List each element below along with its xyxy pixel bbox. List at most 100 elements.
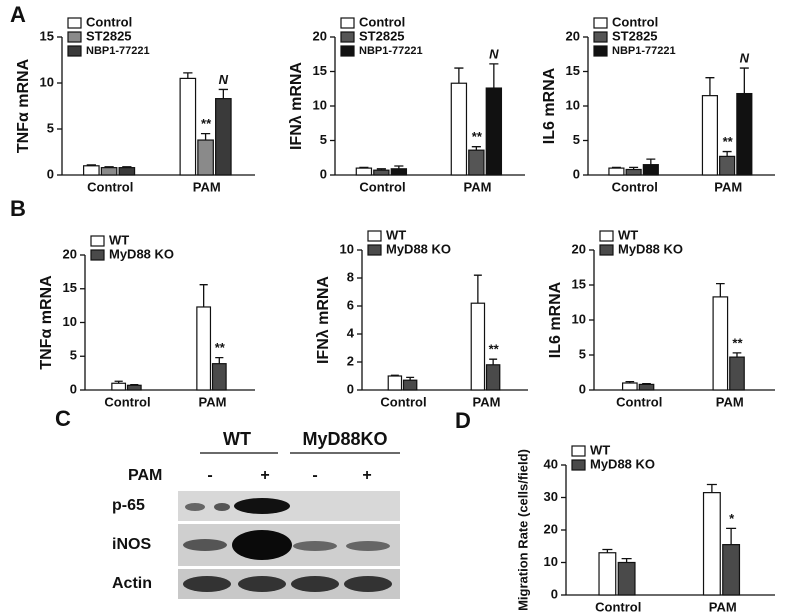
y-axis-label: TNFα mRNA <box>15 58 32 153</box>
bar <box>196 306 212 391</box>
error-bar <box>200 132 211 141</box>
legend-swatch <box>593 31 608 43</box>
band <box>214 503 230 511</box>
legend-label: ST2825 <box>612 28 658 43</box>
legend-label: Control <box>612 14 658 29</box>
significance: ** <box>201 116 212 131</box>
bar <box>485 87 503 176</box>
y-axis-label: IL6 mRNA <box>547 281 564 358</box>
bar <box>638 383 655 391</box>
bar <box>719 155 736 176</box>
band <box>293 541 337 551</box>
legend-label: WT <box>590 442 610 457</box>
x-tick-label: Control <box>380 394 426 409</box>
significance: ** <box>722 134 733 149</box>
y-tick-label: 20 <box>566 28 580 43</box>
error-bar <box>183 72 193 79</box>
band <box>346 541 390 551</box>
panel-label: B <box>10 196 26 221</box>
panel-label: D <box>455 408 471 433</box>
error-bar <box>621 557 632 563</box>
sign: + <box>362 467 371 484</box>
bar <box>702 492 721 596</box>
y-tick-label: 10 <box>313 97 327 112</box>
significance: ** <box>471 129 482 144</box>
panel-label: A <box>10 2 26 27</box>
x-tick-label: PAM <box>716 394 744 409</box>
error-bar <box>646 158 656 165</box>
legend-label: MyD88 KO <box>109 246 174 261</box>
error-bar <box>732 352 742 358</box>
y-tick-label: 20 <box>572 241 586 256</box>
error-bar <box>715 282 725 297</box>
bar <box>179 77 197 176</box>
y-axis-label: IFNλ mRNA <box>315 276 332 364</box>
bar <box>355 167 373 176</box>
x-tick-label: PAM <box>199 394 227 409</box>
x-tick-label: PAM <box>193 179 221 194</box>
bar <box>387 375 403 391</box>
bar <box>390 168 408 176</box>
y-tick-label: 8 <box>347 269 354 284</box>
y-tick-label: 0 <box>47 166 54 181</box>
legend-label: NBP1-77221 <box>359 45 423 57</box>
y-tick-label: 10 <box>340 241 354 256</box>
x-tick-label: Control <box>612 179 658 194</box>
treatment-label: PAM <box>128 467 162 484</box>
legend-swatch <box>340 45 355 57</box>
y-tick-label: 0 <box>70 381 77 396</box>
legend-swatch <box>367 244 382 256</box>
x-tick-label: Control <box>616 394 662 409</box>
bar <box>701 95 719 176</box>
legend-label: WT <box>386 227 406 242</box>
y-tick-label: 10 <box>40 74 54 89</box>
error-bar <box>454 67 464 84</box>
legend-swatch <box>367 230 382 242</box>
x-tick-label: Control <box>87 179 133 194</box>
bar <box>118 167 136 176</box>
significance: ** <box>214 340 225 355</box>
bar <box>373 169 390 176</box>
y-tick-label: 40 <box>544 456 558 471</box>
band <box>185 503 205 511</box>
sign: - <box>207 467 212 484</box>
error-bar <box>705 77 715 96</box>
bar <box>625 168 642 176</box>
legend-label: Control <box>86 14 132 29</box>
legend-label: WT <box>109 232 129 247</box>
bar <box>736 92 753 176</box>
error-bar <box>706 483 717 493</box>
legend-label: MyD88 KO <box>618 241 683 256</box>
y-tick-label: 15 <box>572 276 586 291</box>
legend-swatch <box>340 17 355 29</box>
y-tick-label: 0 <box>320 166 327 181</box>
y-tick-label: 2 <box>347 353 354 368</box>
legend-label: MyD88 KO <box>590 456 655 471</box>
legend-swatch <box>90 249 105 261</box>
bar <box>197 139 214 176</box>
y-tick-label: 10 <box>544 554 558 569</box>
y-axis-label: IFNλ mRNA <box>288 62 305 150</box>
bar <box>608 167 625 176</box>
significance: N <box>489 46 499 61</box>
legend-swatch <box>340 31 355 43</box>
bar <box>729 356 745 391</box>
y-axis-label: IL6 mRNA <box>541 67 558 144</box>
error-bar <box>218 88 228 99</box>
y-tick-label: 15 <box>40 28 54 43</box>
blot-row: iNOS <box>112 536 151 553</box>
western-blot: WT MyD88KO PAM - + - + p-65 iNOS Actin <box>112 429 400 599</box>
bar <box>621 382 638 391</box>
bar <box>722 544 741 596</box>
legend-swatch <box>571 459 586 471</box>
bar <box>215 98 232 176</box>
bar <box>83 165 100 176</box>
bar-chart: 0 10 20 30 40 Migration Rate (cells/field) Con… <box>515 442 775 612</box>
